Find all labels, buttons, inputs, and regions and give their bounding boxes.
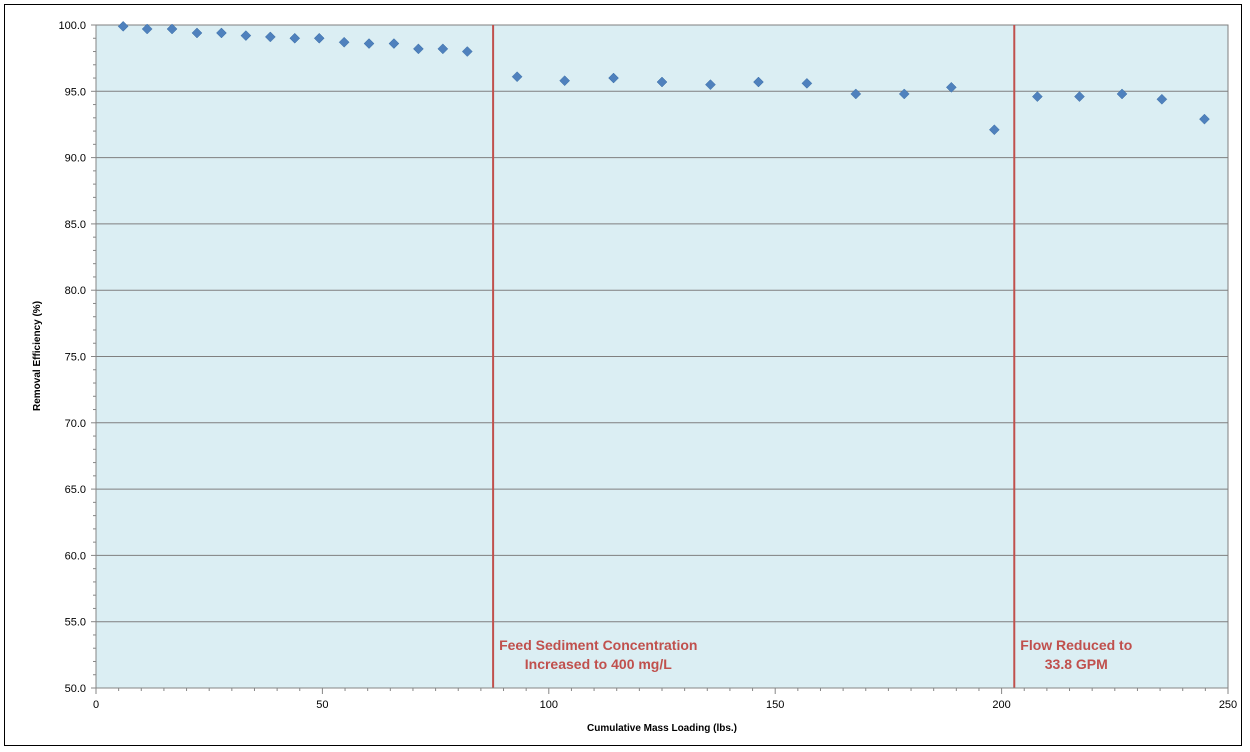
data-point (117, 20, 129, 32)
data-point (191, 27, 203, 39)
data-point (461, 46, 473, 57)
y-tick-label: 100.0 (58, 20, 86, 32)
annotation-line: Increased to 400 mg/L (525, 656, 673, 672)
data-point (313, 32, 325, 44)
data-point (1032, 91, 1043, 102)
data-point (388, 38, 400, 49)
x-axis-title: Cumulative Mass Loading (lbs.) (587, 723, 737, 734)
y-tick-label: 95.0 (65, 86, 86, 98)
annotation-line: 33.8 GPM (1045, 656, 1108, 672)
data-point (753, 76, 764, 88)
data-point (989, 124, 1000, 136)
gridlines (96, 24, 1228, 623)
x-tick-labels: 0 50 100 150 200 250 (93, 699, 1237, 711)
y-tick-label: 65.0 (65, 484, 86, 496)
reference-lines (492, 25, 1016, 688)
annotation-line: Flow Reduced to (1020, 637, 1132, 653)
data-point (511, 71, 523, 83)
data-point (338, 36, 350, 48)
data-point (608, 72, 619, 84)
data-point (437, 43, 449, 55)
data-point (559, 75, 571, 87)
y-tick-label: 50.0 (65, 683, 86, 695)
x-tick-label: 50 (316, 699, 328, 711)
data-point (216, 27, 227, 39)
x-tick-label: 0 (93, 699, 99, 711)
data-point (240, 30, 252, 41)
data-point (1156, 93, 1168, 105)
x-tick-label: 200 (992, 699, 1010, 711)
data-point (289, 32, 301, 44)
y-tick-label: 80.0 (65, 285, 86, 297)
y-tick-label: 90.0 (65, 153, 86, 165)
x-tick-label: 150 (766, 699, 784, 711)
x-tick-label: 100 (540, 699, 558, 711)
x-tick-label: 250 (1219, 699, 1237, 711)
annotation-line: Feed Sediment Concentration (499, 637, 697, 653)
y-tick-label: 75.0 (65, 352, 86, 364)
y-tick-label: 85.0 (65, 219, 86, 231)
data-point (413, 43, 424, 55)
y-tick-label: 70.0 (65, 418, 86, 430)
data-point (363, 38, 375, 49)
data-point (1199, 113, 1210, 125)
data-point (898, 88, 910, 100)
data-point (141, 23, 153, 35)
data-point (801, 77, 813, 89)
y-tick-label: 55.0 (65, 617, 86, 629)
data-point (945, 81, 957, 93)
data-point (166, 23, 178, 35)
y-axis-title: Removal Efficiency (%) (32, 301, 43, 411)
y-tick-labels: 50.0 55.0 60.0 65.0 70.0 75.0 80.0 85.0 90.0 95.0… (58, 20, 86, 695)
data-point (656, 76, 668, 88)
y-tick-label: 60.0 (65, 550, 86, 562)
data-point (1116, 88, 1128, 100)
data-point (264, 31, 276, 43)
data-point (850, 88, 862, 100)
data-point (1074, 91, 1085, 102)
data-point (705, 79, 716, 91)
axes (91, 24, 1229, 694)
data-points (117, 20, 1210, 136)
annotations: Feed Sediment Concentration Increased to … (499, 637, 1132, 672)
